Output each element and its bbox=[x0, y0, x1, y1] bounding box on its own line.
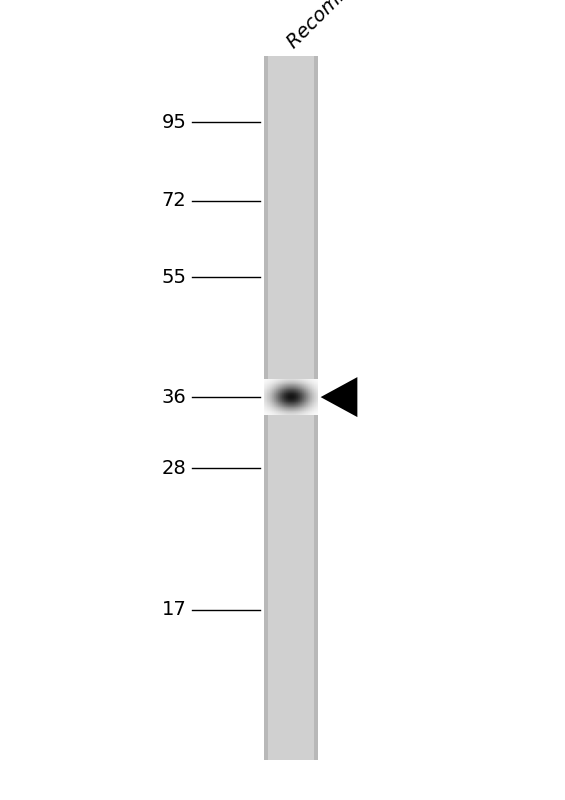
Bar bbox=[314, 56, 318, 760]
Text: 36: 36 bbox=[162, 387, 186, 406]
Text: 17: 17 bbox=[162, 600, 186, 619]
Text: 72: 72 bbox=[162, 191, 186, 210]
Text: 55: 55 bbox=[162, 267, 186, 286]
Text: Recombinant protein: Recombinant protein bbox=[283, 0, 442, 52]
Polygon shape bbox=[321, 377, 358, 417]
Text: 95: 95 bbox=[162, 113, 186, 132]
Bar bbox=[264, 56, 268, 760]
Text: 28: 28 bbox=[162, 458, 186, 478]
Bar bbox=[264, 56, 318, 760]
